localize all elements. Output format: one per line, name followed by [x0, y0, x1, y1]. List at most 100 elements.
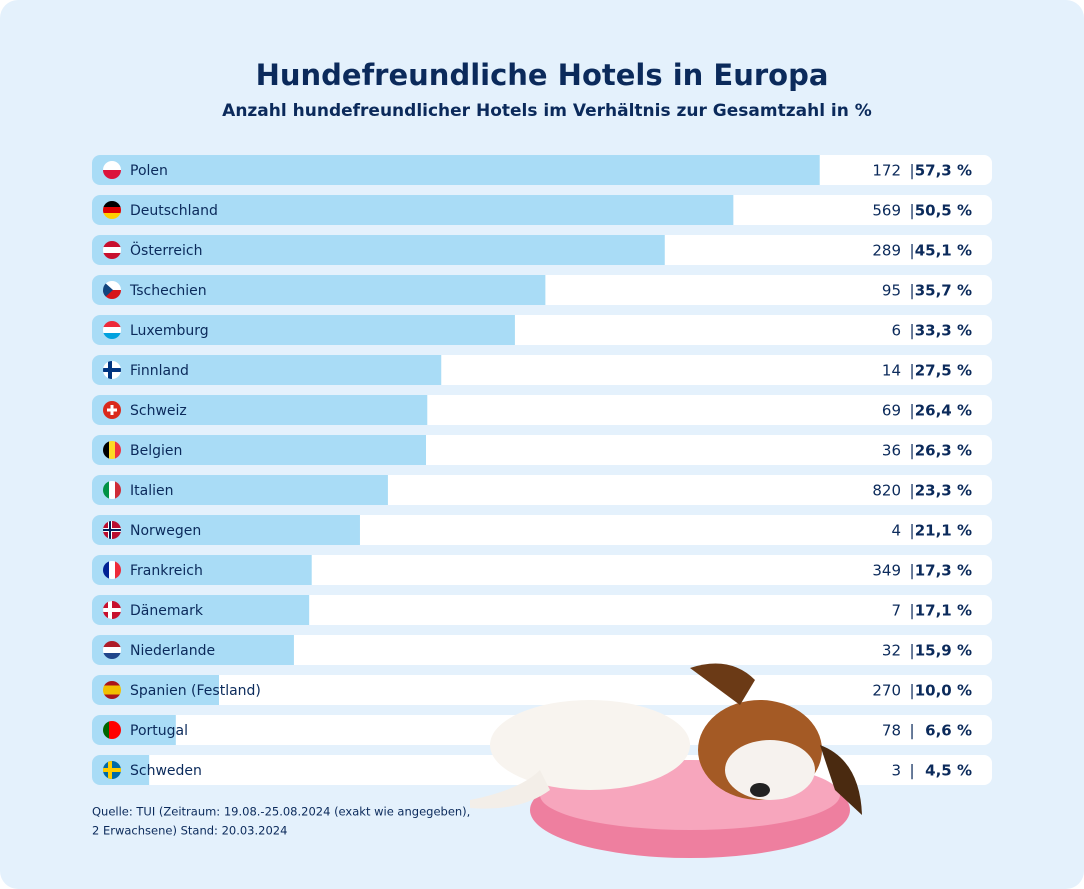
bar	[92, 475, 388, 505]
bar	[92, 515, 360, 545]
flag-stripe	[109, 721, 116, 739]
dog-illustration	[470, 663, 862, 858]
row-background	[92, 635, 992, 665]
separator: |	[909, 762, 914, 780]
flag-stripe	[103, 441, 110, 459]
separator: |	[909, 562, 914, 580]
value-label: 23,3 %	[915, 482, 972, 500]
category-label: Dänemark	[130, 603, 204, 619]
hotel-count: 270	[872, 682, 901, 700]
separator: |	[909, 482, 914, 500]
row-background	[92, 595, 992, 625]
bar	[92, 435, 427, 465]
flag-stripe	[103, 207, 121, 214]
separator: |	[909, 442, 914, 460]
flag-stripe	[103, 561, 110, 579]
flag-cross	[103, 529, 121, 531]
flag-stripe	[103, 653, 121, 659]
flag-stripe	[103, 647, 121, 654]
hotel-count: 4	[891, 522, 901, 540]
flag-icon	[103, 161, 121, 179]
hotel-count: 7	[891, 602, 901, 620]
category-label: Tschechien	[129, 283, 207, 299]
category-label: Luxemburg	[130, 323, 209, 339]
flag-stripe	[103, 327, 121, 334]
flag-stripe	[109, 481, 116, 499]
flag-stripe	[103, 721, 110, 739]
flag-stripe	[109, 441, 116, 459]
flag-icon	[103, 241, 121, 259]
category-label: Deutschland	[130, 203, 218, 219]
flag-icon	[103, 561, 121, 579]
category-label: Österreich	[130, 241, 202, 259]
bar	[92, 195, 734, 225]
category-label: Finnland	[130, 363, 189, 379]
flag-stripe	[103, 694, 121, 699]
flag-stripe	[103, 690, 121, 695]
flag-icon	[103, 201, 121, 219]
value-label: 17,3 %	[915, 562, 972, 580]
hotel-count: 349	[872, 562, 901, 580]
chart-title: Hundefreundliche Hotels in Europa	[256, 58, 829, 92]
flag-stripe	[115, 721, 121, 739]
flag-icon	[103, 681, 121, 699]
bar	[92, 235, 665, 265]
category-label: Belgien	[130, 443, 182, 459]
source-note: 2 Erwachsene) Stand: 20.03.2024	[92, 824, 287, 838]
separator: |	[909, 682, 914, 700]
bar	[92, 555, 312, 585]
flag-icon	[103, 321, 121, 339]
bar	[92, 355, 442, 385]
hotel-count: 69	[882, 402, 901, 420]
hotel-count: 3	[891, 762, 901, 780]
bar	[92, 395, 428, 425]
flag-cross	[103, 608, 121, 612]
flag-stripe	[103, 681, 121, 686]
value-label: 45,1 %	[915, 242, 972, 260]
flag-stripe	[103, 201, 121, 208]
flag-stripe	[103, 641, 121, 648]
hotel-count: 95	[882, 282, 901, 300]
flag-triangle	[103, 281, 113, 299]
hotel-count: 14	[882, 362, 901, 380]
bar	[92, 155, 820, 185]
separator: |	[909, 722, 914, 740]
flag-icon	[103, 521, 121, 539]
flag-stripe	[109, 561, 116, 579]
bar	[92, 675, 219, 705]
hotel-count: 32	[882, 642, 901, 660]
flag-icon	[103, 281, 121, 299]
flag-icon	[103, 761, 121, 779]
separator: |	[909, 282, 914, 300]
value-label: 57,3 %	[915, 162, 972, 180]
flag-icon	[103, 401, 121, 419]
value-label: 33,3 %	[915, 322, 972, 340]
hotel-count: 6	[891, 322, 901, 340]
flag-stripe	[115, 561, 121, 579]
separator: |	[909, 402, 914, 420]
hotel-count: 78	[882, 722, 901, 740]
row-background	[92, 675, 992, 705]
separator: |	[909, 642, 914, 660]
value-label: 10,0 %	[915, 682, 972, 700]
flag-icon	[103, 361, 121, 379]
flag-stripe	[103, 170, 121, 179]
category-label: Frankreich	[130, 563, 203, 579]
value-label: 26,3 %	[915, 442, 972, 460]
category-label: Schweiz	[130, 403, 187, 419]
flag-stripe	[103, 253, 121, 259]
value-label: 17,1 %	[915, 602, 972, 620]
value-label: 21,1 %	[915, 522, 972, 540]
category-label: Spanien (Festland)	[130, 683, 261, 699]
value-label: 50,5 %	[915, 202, 972, 220]
separator: |	[909, 242, 914, 260]
hotel-count: 289	[872, 242, 901, 260]
bar	[92, 315, 515, 345]
flag-cross	[103, 768, 121, 772]
separator: |	[909, 162, 914, 180]
flag-stripe	[103, 241, 121, 248]
bar	[92, 275, 546, 305]
separator: |	[909, 362, 914, 380]
rows: Polen 172 | 57,3 %Deutschland 569 | 50,5 %Öste…	[92, 155, 992, 785]
